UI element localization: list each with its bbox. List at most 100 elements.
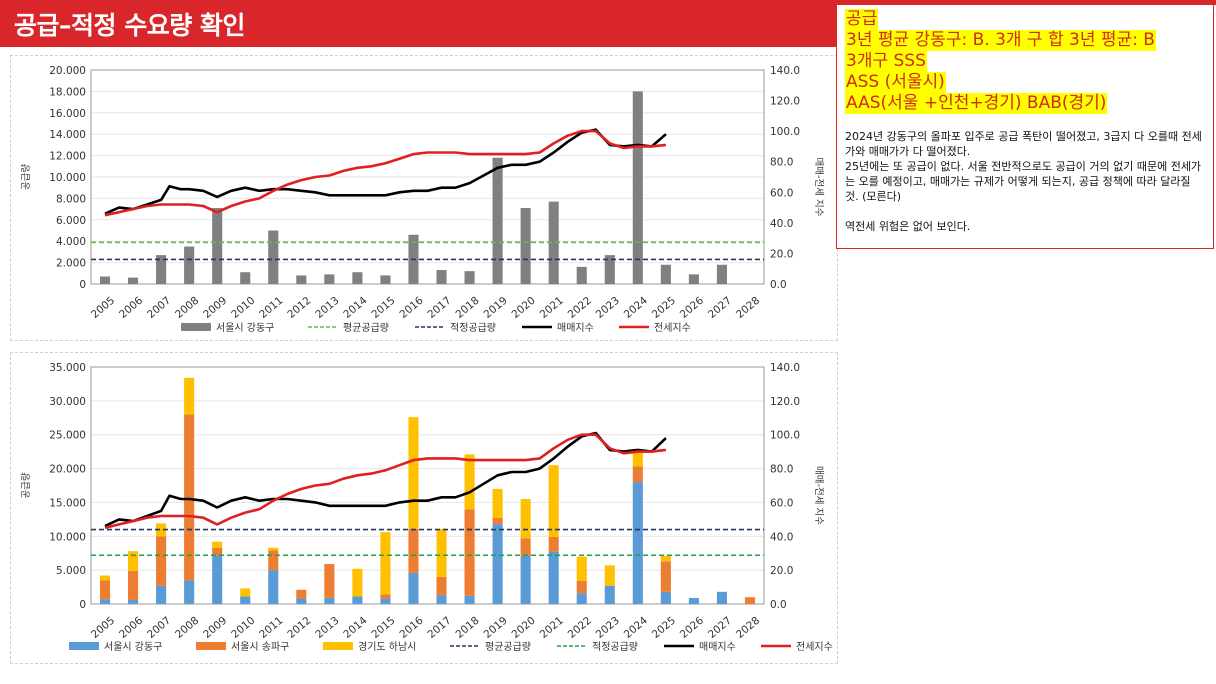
y-tick-label: 16.000 [49, 108, 86, 120]
bar [99, 580, 111, 600]
chart-panel-2: 0 5.000 10.000 15.000 20.000 25.000 30.000 35.0… [10, 352, 838, 664]
bar [128, 599, 139, 604]
bar [548, 465, 559, 537]
x-tick-label: 2026 [678, 614, 706, 641]
y2-tick-label: 20.0 [770, 248, 793, 260]
bar [324, 564, 335, 598]
y2-tick-label: 120.0 [770, 96, 800, 108]
x-tick-label: 2019 [482, 615, 510, 641]
bar [240, 596, 251, 604]
bar [744, 597, 756, 604]
y-axis-label: 공급량 [20, 472, 32, 498]
legend-item: 전세지수 [761, 641, 833, 653]
x-tick-label: 2008 [173, 615, 201, 641]
x-tick-label: 2014 [341, 294, 369, 321]
x-tick-label: 2023 [594, 615, 622, 641]
index-line [104, 431, 667, 528]
x-tick-label: 2010 [229, 295, 257, 321]
x-tick-label: 2017 [425, 295, 453, 321]
x-tick-label: 2027 [706, 615, 734, 641]
bar [408, 572, 419, 604]
note-highlight-line-2: 3년 평균 강동구: B. 3개 구 합 3년 평균: B [845, 30, 1156, 51]
bar [492, 157, 503, 284]
y2-tick-label: 80.0 [770, 157, 793, 169]
x-tick-label: 2015 [369, 615, 397, 641]
legend-swatch [181, 323, 211, 331]
legend-label: 서울시 강동구 [104, 641, 162, 653]
bar [156, 523, 167, 537]
bar [408, 417, 419, 529]
bar [268, 230, 279, 284]
bar [212, 208, 223, 284]
x-tick-label: 2019 [482, 295, 510, 321]
index-line [104, 129, 667, 217]
legend-label: 매매지수 [699, 641, 736, 653]
chart-panel-1: 0 2.000 4.000 6.000 8.000 10.000 12.000 14.000 1… [10, 55, 838, 341]
x-tick-label: 2022 [566, 295, 594, 321]
legend-item: 평균공급량 [308, 322, 389, 334]
y-tick-label: 20.000 [49, 65, 86, 77]
x-tick-label: 2026 [678, 294, 706, 321]
x-tick-label: 2008 [173, 295, 201, 321]
legend-label: 서울시 강동구 [216, 322, 274, 334]
y2-axis-label: 매매-전세 지수 [813, 158, 824, 217]
bar [436, 595, 447, 604]
x-tick-label: 2024 [622, 614, 650, 641]
legend-label: 서울시 송파구 [231, 641, 289, 653]
bar [156, 536, 167, 586]
y-axis-label: 공급량 [20, 164, 32, 190]
legend-label: 경기도 하남시 [358, 640, 416, 653]
note-body: 2024년 강동구의 올파포 입주로 공급 폭탄이 떨어졌고, 3급지 다 오를… [845, 129, 1205, 234]
plot-frame [90, 366, 765, 605]
x-tick-label: 2007 [145, 295, 173, 321]
bar [99, 276, 111, 284]
x-tick-label: 2025 [650, 615, 678, 641]
legend-item: 전세지수 [619, 322, 691, 334]
y-tick-label: 15.000 [49, 497, 86, 509]
bar [548, 201, 559, 284]
bar [660, 555, 671, 562]
y2-tick-label: 100.0 [770, 126, 800, 138]
x-tick-label: 2011 [257, 295, 285, 321]
note-highlight-line-4: ASS (서울시) [845, 72, 946, 93]
bar [464, 509, 475, 596]
bar [632, 466, 643, 483]
y-tick-label: 12.000 [49, 151, 86, 163]
bar [436, 528, 447, 577]
bar [352, 568, 363, 597]
x-tick-label: 2014 [341, 614, 369, 641]
bar [324, 597, 335, 604]
legend-swatch [69, 642, 99, 650]
bar [268, 550, 279, 571]
chart-2-svg: 0 5.000 10.000 15.000 20.000 25.000 30.000 35.0… [20, 362, 833, 653]
note-body-line-4: 역전세 위험은 없어 보인다. [845, 220, 971, 233]
bar [520, 538, 531, 556]
note-highlight-line-1: 공급 [845, 9, 879, 30]
y-tick-label: 2.000 [56, 258, 86, 270]
legend-item: 매매지수 [664, 641, 736, 653]
bar [156, 255, 167, 284]
bar [212, 547, 223, 556]
bar [324, 274, 335, 284]
bar [296, 598, 307, 604]
legend-item: 서울시 강동구 [181, 322, 274, 334]
x-tick-label: 2012 [285, 295, 313, 321]
bar [660, 561, 671, 592]
x-tick-label: 2013 [313, 615, 341, 641]
y2-tick-label: 80.0 [770, 464, 793, 476]
bar [184, 246, 195, 284]
legend-label: 적정공급량 [592, 641, 638, 653]
x-tick-label: 2020 [510, 295, 538, 321]
legend-item: 매매지수 [522, 322, 594, 334]
bar [688, 597, 699, 604]
y-tick-label: 0 [79, 279, 86, 291]
bar [99, 599, 111, 604]
x-tick-label: 2018 [454, 615, 482, 641]
bar [492, 518, 503, 525]
legend-item: 적정공급량 [557, 641, 638, 653]
x-tick-label: 2018 [454, 295, 482, 321]
x-tick-label: 2005 [89, 615, 117, 641]
y-tick-label: 4.000 [56, 236, 86, 248]
y2-tick-label: 140.0 [770, 362, 800, 374]
bar [380, 594, 391, 599]
